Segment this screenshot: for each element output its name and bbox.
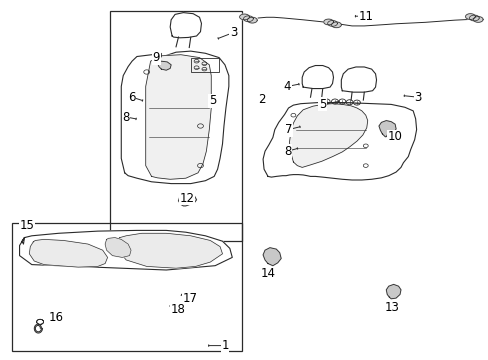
Polygon shape	[29, 239, 107, 267]
Polygon shape	[20, 230, 232, 270]
Polygon shape	[341, 67, 376, 92]
Text: 7: 7	[284, 123, 292, 136]
Text: 14: 14	[260, 267, 275, 280]
Text: 8: 8	[122, 111, 130, 123]
Polygon shape	[243, 16, 253, 22]
Text: 5: 5	[208, 94, 216, 107]
Polygon shape	[105, 238, 131, 257]
Text: 10: 10	[387, 130, 402, 143]
Text: 4: 4	[283, 80, 291, 93]
Polygon shape	[468, 15, 478, 21]
Polygon shape	[323, 19, 333, 25]
Polygon shape	[302, 66, 333, 89]
Text: 1: 1	[221, 339, 228, 352]
Text: 2: 2	[257, 93, 265, 105]
Polygon shape	[247, 17, 257, 23]
Text: 5: 5	[318, 98, 326, 111]
Polygon shape	[117, 233, 222, 268]
Text: 16: 16	[49, 311, 63, 324]
Polygon shape	[263, 248, 281, 266]
Polygon shape	[289, 104, 367, 167]
Text: 12: 12	[179, 192, 194, 204]
Text: 11: 11	[358, 10, 372, 23]
Text: 3: 3	[413, 91, 421, 104]
Polygon shape	[386, 284, 400, 299]
Polygon shape	[472, 17, 482, 22]
Polygon shape	[178, 194, 196, 206]
Text: 15: 15	[20, 219, 34, 231]
Polygon shape	[378, 121, 395, 137]
Bar	[110, 11, 242, 241]
Polygon shape	[465, 14, 474, 19]
Bar	[12, 223, 242, 351]
Polygon shape	[327, 21, 337, 26]
Polygon shape	[239, 14, 249, 20]
Polygon shape	[157, 61, 171, 70]
Polygon shape	[263, 103, 416, 180]
Polygon shape	[145, 55, 211, 179]
Text: 17: 17	[182, 292, 197, 305]
Text: 8: 8	[283, 145, 291, 158]
Polygon shape	[121, 51, 228, 184]
Text: 18: 18	[171, 303, 185, 316]
Text: 6: 6	[128, 91, 136, 104]
Polygon shape	[170, 13, 201, 38]
Bar	[190, 58, 219, 72]
Polygon shape	[331, 22, 341, 28]
Text: 13: 13	[384, 301, 399, 314]
Text: 3: 3	[229, 26, 237, 39]
Text: 9: 9	[152, 51, 160, 64]
